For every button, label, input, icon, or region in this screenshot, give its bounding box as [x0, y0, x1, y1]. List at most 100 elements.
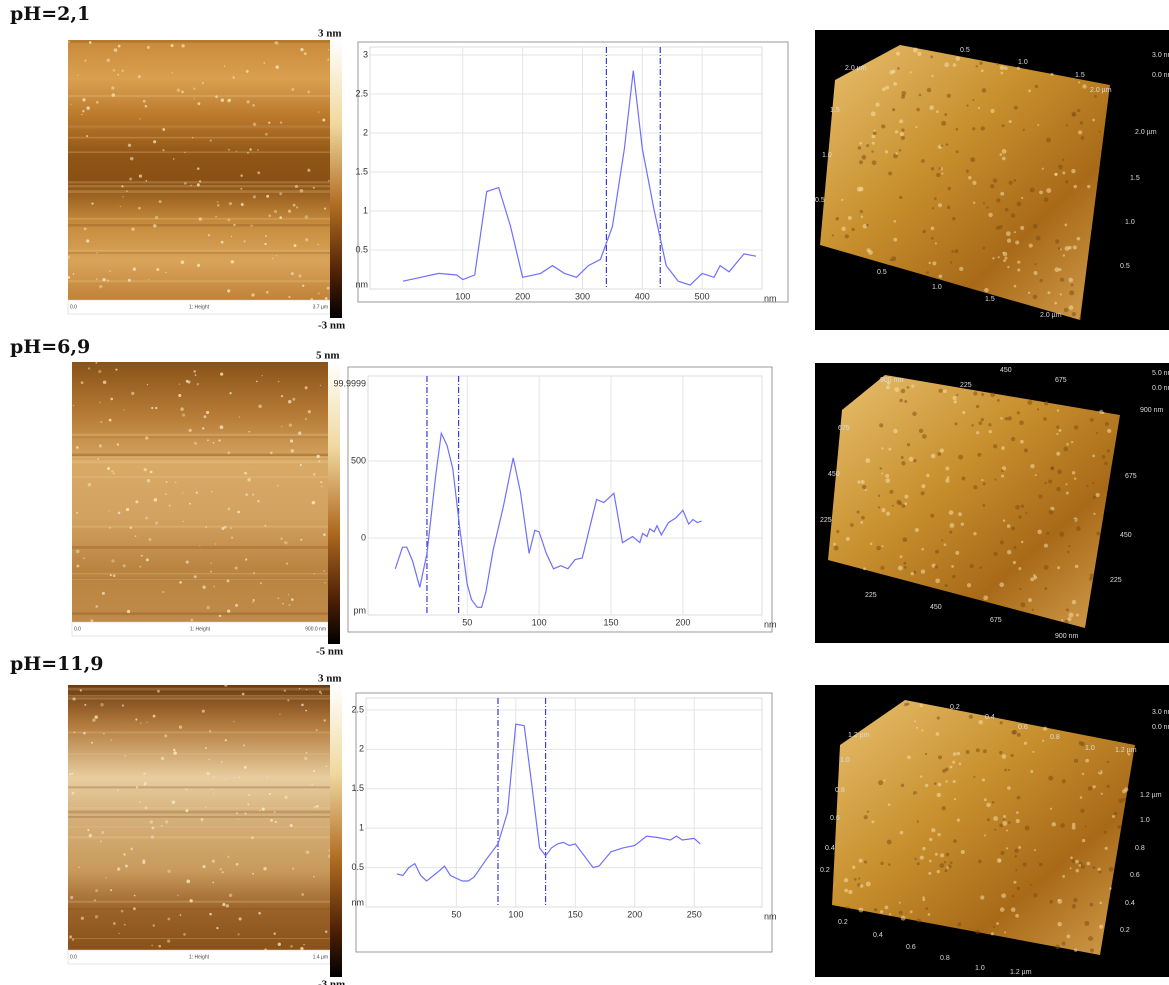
view3d-grain [930, 513, 935, 518]
view3d-grain [988, 429, 993, 434]
view3d-grain [895, 152, 898, 155]
view3d-grain [1089, 902, 1094, 907]
view3d-grain [937, 203, 943, 208]
view3d-grain [941, 539, 944, 542]
afm-dot [316, 804, 319, 808]
afm-dot [304, 215, 309, 219]
view3d-grain [981, 88, 987, 93]
afm-dot [268, 214, 272, 218]
view3d-grain [835, 217, 840, 221]
afm-dot [287, 399, 292, 404]
view3d-label: 1.0 [1018, 59, 1028, 66]
afm-dot [252, 195, 256, 199]
afm-streak [68, 280, 330, 283]
view3d-grain [937, 833, 941, 837]
afm-dot [108, 510, 110, 512]
afm-dot [227, 218, 231, 222]
afm-dot [274, 41, 276, 44]
view3d-grain [937, 452, 942, 456]
view3d-label: 450 [930, 604, 942, 611]
view3d-grain [997, 256, 1000, 259]
view3d-grain [894, 387, 900, 392]
afm-dot [189, 502, 192, 505]
afm-dot [160, 824, 163, 827]
view3d-grain [1004, 66, 1008, 70]
view3d-label: 0.6 [906, 944, 916, 951]
view3d-grain [1022, 128, 1025, 131]
afm-dot [220, 240, 224, 244]
afm-dot [299, 687, 301, 690]
view3d-grain [1062, 171, 1066, 175]
view3d-grain [1064, 223, 1068, 227]
afm-dot [228, 148, 231, 151]
afm-dot [318, 690, 322, 694]
afm-dot [214, 543, 217, 545]
afm-streak [68, 252, 330, 254]
view3d-grain [1021, 196, 1024, 200]
image-caption: 1: Height [190, 626, 211, 632]
view3d-grain [972, 201, 976, 204]
afm-dot [95, 100, 99, 104]
afm-dot [207, 439, 209, 442]
view3d-grain [1002, 251, 1005, 254]
afm-dot [223, 65, 226, 67]
afm-dot [181, 44, 185, 48]
afm-dot [160, 756, 165, 761]
view3d-grain [1066, 124, 1069, 127]
afm-dot [142, 860, 146, 865]
afm-dot [165, 493, 167, 495]
afm-streak [68, 694, 330, 697]
view3d-grain [982, 202, 985, 205]
afm-dot [248, 430, 251, 433]
afm-dot [164, 734, 168, 738]
afm-dot [250, 224, 253, 227]
view3d-grain [1068, 305, 1074, 310]
view3d-grain [1058, 268, 1062, 272]
view3d-grain [1084, 920, 1090, 926]
view3d-grain [861, 515, 865, 520]
view3d-grain [1070, 856, 1073, 860]
afm-dot [111, 93, 116, 97]
afm-dot [66, 255, 71, 259]
colorbar [328, 362, 340, 644]
view3d-grain [858, 858, 863, 863]
view3d-grain [966, 104, 969, 107]
view3d-grain [952, 752, 957, 756]
view3d-grain [1029, 883, 1032, 886]
view3d-label: 675 [1055, 377, 1067, 384]
afm-dot [227, 609, 231, 613]
view3d-grain [870, 111, 876, 117]
view3d-grain [1039, 190, 1043, 195]
afm-dot [98, 444, 101, 447]
afm-dot [215, 215, 218, 218]
afm-dot [185, 809, 189, 813]
afm-dot [190, 184, 192, 187]
afm-image [72, 362, 328, 622]
view3d-grain [1000, 851, 1005, 855]
view3d-grain [922, 229, 926, 234]
afm-dot [146, 383, 149, 386]
afm-dot [123, 409, 125, 411]
afm-dot [117, 73, 120, 76]
view3d-grain [833, 545, 839, 551]
colorbar-bottom: -5 nm [316, 646, 343, 658]
view3d-grain [1049, 807, 1053, 810]
afm-dot [311, 783, 314, 786]
view3d-grain [1008, 119, 1012, 124]
view3d-grain [895, 51, 901, 56]
afm-dot [83, 731, 86, 735]
afm-dot [146, 45, 150, 49]
afm-dot [155, 406, 158, 410]
view3d-label: 1.5 [830, 107, 840, 114]
view3d-grain [1004, 416, 1009, 421]
afm-dot [67, 40, 71, 43]
view3d-grain [1004, 207, 1009, 212]
view3d-grain [845, 536, 850, 541]
afm-dot [106, 279, 110, 282]
view3d-grain [1001, 474, 1005, 478]
view3d-grain [909, 910, 913, 914]
afm-dot [316, 454, 320, 459]
view3d-grain [939, 863, 945, 868]
view3d-label: 675 [990, 617, 1002, 624]
afm-dot [287, 209, 292, 213]
